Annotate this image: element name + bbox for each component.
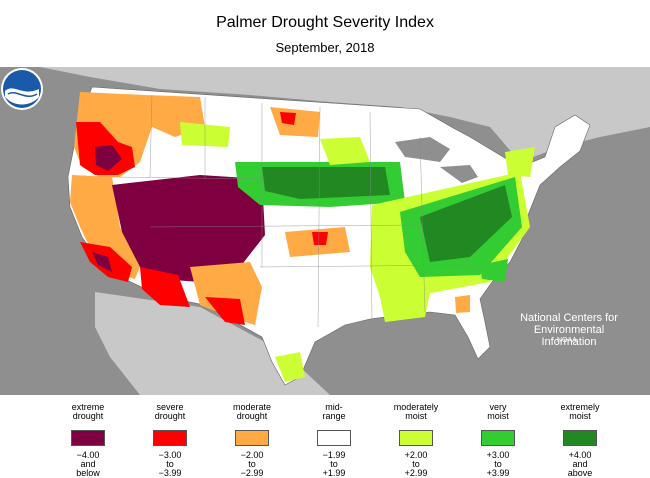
org-line-3: Information — [541, 336, 597, 348]
organization-name: National Centers for Environmental Infor… — [508, 312, 630, 348]
legend-range: +4.00 — [568, 450, 592, 460]
legend-range: −3.99 — [158, 468, 182, 478]
map-title: Palmer Drought Severity Index — [216, 14, 434, 31]
legend-range: to — [248, 459, 256, 469]
org-line-2: Environmental — [533, 324, 605, 336]
mexico-landmass — [95, 292, 330, 395]
legend-item-very-moist: very moist +3.00 to +3.99 — [458, 403, 538, 478]
arizona-severe — [140, 267, 190, 307]
legend-range: −3.00 — [158, 450, 182, 460]
legend-label: drought — [236, 411, 268, 421]
legend-label: drought — [154, 411, 186, 421]
legend-label: mid- — [325, 402, 343, 412]
nm-severe — [205, 297, 245, 325]
legend-label: moist — [569, 411, 591, 421]
legend-swatch — [153, 430, 187, 446]
legend-swatch — [71, 430, 105, 446]
legend-label: moist — [487, 411, 509, 421]
legend: extreme drought −4.00 and below severe droug… — [60, 403, 600, 478]
nd-severe — [280, 112, 296, 125]
california-moderate — [70, 175, 140, 279]
legend-range: −4.00 — [76, 450, 100, 460]
legend-range: −2.00 — [240, 450, 264, 460]
legend-label: very — [489, 402, 507, 412]
nm-moderate — [190, 262, 262, 325]
legend-range: +3.00 — [486, 450, 510, 460]
legend-label: extremely — [560, 402, 600, 412]
canada-landmass — [40, 67, 650, 162]
legend-label: moderately — [393, 402, 439, 412]
state-lines — [111, 94, 471, 328]
east-extremely-moist — [420, 185, 512, 262]
great-lakes — [395, 137, 478, 183]
legend-label: drought — [72, 411, 104, 421]
drought-map — [40, 67, 650, 395]
legend-item-extremely-moist: extremely moist +4.00 and above — [540, 403, 620, 478]
legend-swatch — [317, 430, 351, 446]
ga-moderate — [455, 295, 470, 313]
legend-label: severe — [156, 402, 184, 412]
legend-item-moderately-moist: moderately moist +2.00 to +2.99 — [376, 403, 456, 478]
legend-range: +3.99 — [486, 468, 510, 478]
org-line-1: National Centers for — [520, 312, 618, 324]
legend-range: to — [166, 459, 174, 469]
legend-range: −1.99 — [322, 450, 346, 460]
legend-label: range — [322, 411, 346, 421]
legend-range: to — [330, 459, 338, 469]
legend-item-mid-range: mid-range −1.99 to +1.99 — [294, 403, 374, 478]
legend-swatch — [235, 430, 269, 446]
plains-extremely-moist — [262, 167, 390, 199]
legend-item-severe-drought: severe drought −3.00 to −3.99 — [130, 403, 210, 478]
legend-range: +1.99 — [322, 468, 346, 478]
southwest-extreme — [112, 175, 265, 282]
texas-moderate — [275, 352, 305, 382]
legend-label: moderate — [232, 402, 272, 412]
legend-label: extreme — [71, 402, 105, 412]
map-subtitle: September, 2018 — [275, 40, 375, 55]
legend-range: to — [494, 459, 502, 469]
legend-swatch — [563, 430, 597, 446]
legend-swatch — [399, 430, 433, 446]
noaa-logo-text: NOAA — [557, 337, 577, 344]
legend-range: +2.00 — [404, 450, 428, 460]
legend-range: above — [567, 468, 593, 478]
socal-extreme — [92, 252, 112, 272]
legend-range: and — [80, 459, 96, 469]
new-england-moist — [505, 147, 535, 177]
legend-item-moderate-drought: moderate drought −2.00 to −2.99 — [212, 403, 292, 478]
great-lakes-moist — [320, 137, 370, 165]
south-moderately-moist — [380, 292, 430, 322]
legend-range: −2.99 — [240, 468, 264, 478]
kansas-severe — [312, 232, 328, 245]
legend-swatch — [481, 430, 515, 446]
legend-label: moist — [405, 411, 427, 421]
legend-range: below — [76, 468, 100, 478]
legend-item-extreme-drought: extreme drought −4.00 and below — [48, 403, 128, 478]
oregon-extreme — [95, 145, 122, 171]
noaa-logo — [1, 68, 43, 110]
legend-range: and — [572, 459, 588, 469]
legend-range: +2.99 — [404, 468, 428, 478]
legend-range: to — [412, 459, 420, 469]
map-area: NOAA National Centers for Environmental … — [0, 67, 650, 395]
nc-very-moist — [480, 259, 508, 282]
